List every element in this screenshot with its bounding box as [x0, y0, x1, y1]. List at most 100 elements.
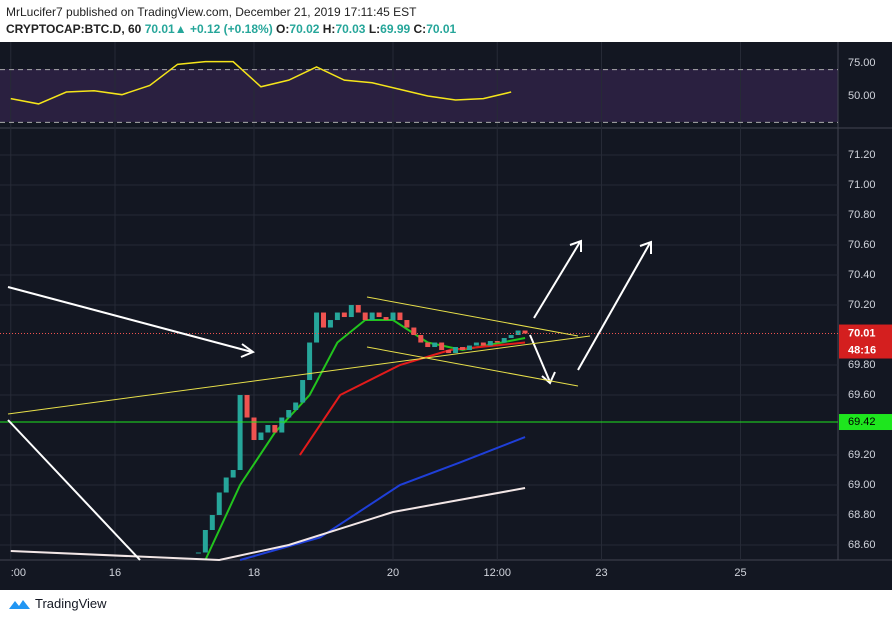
candle [439, 342, 445, 351]
candle [453, 347, 459, 354]
y-tick-label: 68.80 [848, 509, 876, 521]
candle [230, 470, 236, 478]
arrow-line [533, 241, 581, 319]
y-tick-label: 68.60 [848, 539, 876, 551]
candle [286, 410, 292, 418]
candle [390, 312, 396, 321]
y-tick-label: 71.20 [848, 149, 876, 161]
arrow-head [541, 371, 556, 385]
background [0, 42, 892, 590]
moving-average [299, 341, 526, 456]
price-label: 70.01 [848, 327, 876, 339]
h-label: H: [322, 22, 336, 36]
rsi-line [10, 60, 512, 105]
drawings [7, 239, 652, 561]
y-tick-label: 69.00 [848, 479, 876, 491]
moving-average [204, 319, 526, 561]
candle [223, 477, 229, 493]
candle [265, 425, 271, 433]
candle [362, 312, 368, 321]
brand: TradingView [35, 596, 107, 611]
candle [480, 342, 486, 346]
candle [425, 342, 431, 348]
candle [487, 341, 493, 346]
moving-average [239, 436, 526, 561]
candle [515, 330, 521, 336]
candle [473, 342, 479, 346]
candle [327, 320, 333, 328]
candle [418, 335, 424, 343]
change: +0.12 (+0.18%) [189, 22, 273, 36]
x-tick-label: 25 [734, 567, 746, 579]
candle [334, 312, 340, 321]
candle [237, 395, 243, 471]
x-tick-label: 18 [248, 567, 260, 579]
c-label: C: [413, 22, 427, 36]
trendline [366, 346, 579, 387]
publisher: MrLucifer7 published on TradingView.com,… [6, 5, 417, 19]
y-tick-label: 70.20 [848, 299, 876, 311]
candle [307, 342, 313, 381]
candle [522, 330, 528, 334]
y-tick-label: 69.20 [848, 449, 876, 461]
candle [251, 417, 257, 441]
arrow-head [569, 239, 582, 252]
candle [209, 515, 215, 531]
candle [432, 342, 438, 348]
last: 70.01 [144, 22, 175, 36]
candle [494, 341, 500, 343]
candle [272, 425, 278, 433]
candle [300, 380, 306, 403]
line [7, 419, 141, 561]
candle [411, 327, 417, 336]
candle [314, 312, 320, 343]
y-tick-label: 71.00 [848, 179, 876, 191]
trendline [366, 296, 579, 337]
candle [355, 305, 361, 313]
chart: :00 16 18 20 12:00 23 25 71.20 71.00 70.80 70.60 70… [0, 42, 892, 590]
open: 70.02 [289, 22, 320, 36]
x-tick-label: :00 [11, 567, 26, 579]
candle [258, 432, 264, 441]
arrow-line [577, 242, 651, 371]
candle [404, 320, 410, 328]
candle [195, 552, 201, 554]
y-tick-label: 70.60 [848, 239, 876, 251]
x-tick-label: 16 [109, 567, 121, 579]
rsi-tick-label: 50.00 [848, 90, 876, 102]
candle [348, 305, 354, 318]
candle [446, 350, 452, 354]
y-tick-label: 69.80 [848, 359, 876, 371]
close: 70.01 [426, 22, 457, 36]
candle [508, 335, 514, 339]
x-tick-label: 12:00 [483, 567, 511, 579]
arrow-head [639, 240, 652, 254]
x-tick-label: 23 [595, 567, 607, 579]
level-label: 69.42 [848, 416, 876, 428]
rsi-band-fill [0, 69, 838, 122]
ohlc-bar: CRYPTOCAP:BTC.D, 60 70.01▲ +0.12 (+0.18%… [6, 22, 456, 36]
candle [216, 492, 222, 516]
y-tick-label: 69.60 [848, 389, 876, 401]
arrow-head [240, 343, 256, 358]
arrow-line [7, 286, 253, 353]
candle [383, 317, 389, 321]
layer: :00 16 18 20 12:00 23 25 71.20 71.00 70.80 70.60 70… [0, 42, 892, 579]
countdown: 48:16 [848, 344, 876, 356]
l-label: L: [368, 22, 381, 36]
candle [202, 530, 208, 553]
level-tag [839, 414, 892, 431]
symbol: CRYPTOCAP:BTC.D, 60 [6, 22, 142, 36]
candle [279, 417, 285, 433]
candle [501, 338, 507, 343]
candle [341, 312, 347, 318]
arrow: ▲ [174, 22, 187, 36]
candle [293, 402, 299, 411]
candle [376, 312, 382, 318]
candle [321, 312, 326, 328]
arrow-line [529, 334, 551, 383]
o-label: O: [276, 22, 290, 36]
y-tick-label: 70.80 [848, 209, 876, 221]
candle [369, 312, 375, 321]
